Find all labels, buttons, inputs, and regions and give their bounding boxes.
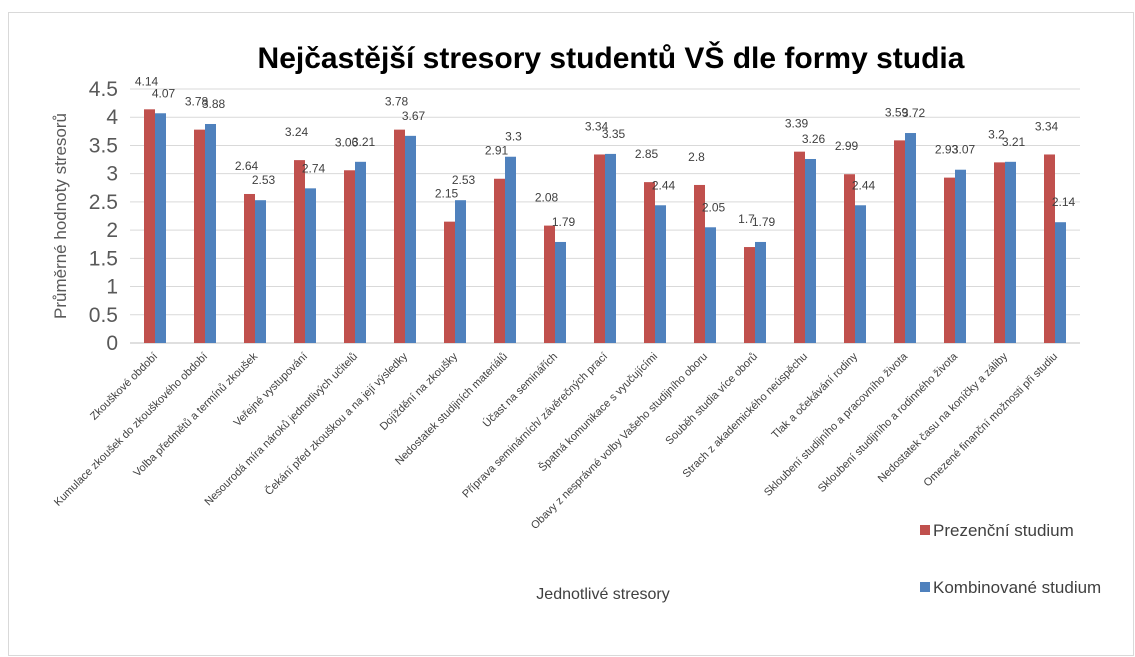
legend-label: Prezenční studium — [933, 521, 1074, 540]
bar — [394, 129, 405, 343]
value-label: 3.24 — [285, 125, 309, 139]
bar — [544, 225, 555, 343]
bar — [144, 109, 155, 343]
bar — [455, 200, 466, 343]
bar — [605, 153, 616, 343]
value-label: 2.53 — [452, 173, 476, 187]
y-tick-label: 2.5 — [89, 191, 118, 214]
bar — [894, 140, 905, 343]
chart-title: Nejčastější stresory studentů VŠ dle for… — [258, 41, 965, 75]
bar — [194, 129, 205, 343]
y-tick-label: 2 — [106, 219, 118, 242]
bar — [744, 247, 755, 343]
bar — [1005, 161, 1016, 343]
value-label: 3.34 — [585, 119, 609, 133]
value-label: 2.44 — [852, 178, 876, 192]
value-label: 3.78 — [385, 95, 409, 109]
value-label: 2.53 — [252, 173, 276, 187]
bar — [805, 158, 816, 343]
bar — [344, 170, 355, 343]
value-label: 3.21 — [352, 135, 376, 149]
bar — [155, 113, 166, 343]
bar — [205, 123, 216, 344]
value-label: 1.7 — [738, 212, 755, 226]
bar — [855, 205, 866, 343]
bar — [955, 169, 966, 343]
value-label: 3.35 — [602, 127, 626, 141]
bar — [794, 151, 805, 343]
value-label: 2.8 — [688, 150, 705, 164]
bar — [255, 200, 266, 343]
bar — [1055, 222, 1066, 343]
value-label: 3.72 — [902, 106, 926, 120]
bar — [1044, 154, 1055, 343]
value-label: 2.99 — [835, 139, 859, 153]
value-label: 1.79 — [752, 215, 776, 229]
bar — [644, 182, 655, 343]
value-label: 3.21 — [1002, 135, 1026, 149]
value-label: 3.67 — [402, 109, 426, 123]
y-tick-label: 4.5 — [89, 78, 118, 101]
bar — [244, 193, 255, 343]
y-tick-label: 1 — [106, 276, 118, 299]
y-tick-label: 1.5 — [89, 247, 118, 270]
value-label: 1.79 — [552, 215, 576, 229]
bar — [705, 227, 716, 343]
value-label: 2.91 — [485, 144, 509, 158]
value-label: 3.07 — [952, 143, 976, 157]
y-tick-label: 4 — [106, 106, 118, 129]
value-label: 2.05 — [702, 200, 726, 214]
legend-swatch — [920, 582, 930, 592]
y-tick-label: 0 — [106, 332, 118, 355]
value-label: 3.78 — [185, 95, 209, 109]
bar — [844, 174, 855, 343]
bar — [305, 188, 316, 343]
bar — [405, 135, 416, 343]
bar — [555, 241, 566, 343]
value-label: 4.07 — [152, 86, 176, 100]
value-label: 3.2 — [988, 127, 1005, 141]
value-label: 3.06 — [335, 135, 359, 149]
x-axis-title: Jednotlivé stresory — [536, 586, 669, 603]
value-label: 3.39 — [785, 117, 809, 131]
value-label: 3.59 — [885, 105, 909, 119]
y-tick-label: 3 — [106, 163, 118, 186]
value-label: 2.74 — [302, 161, 326, 175]
value-label: 2.15 — [435, 187, 459, 201]
bar — [905, 133, 916, 343]
bar — [355, 161, 366, 343]
value-label: 3.34 — [1035, 119, 1059, 133]
bar — [294, 160, 305, 343]
legend-swatch — [920, 525, 930, 535]
value-label: 2.44 — [652, 178, 676, 192]
bar — [505, 156, 516, 343]
bar — [755, 241, 766, 343]
bar — [494, 178, 505, 343]
value-label: 2.85 — [635, 147, 659, 161]
value-label: 2.64 — [235, 159, 259, 173]
bar — [655, 205, 666, 343]
bar — [594, 154, 605, 343]
value-label: 2.08 — [535, 191, 559, 205]
y-axis-title: Průměrné hodnoty stresorů — [51, 113, 70, 319]
bar — [444, 221, 455, 343]
value-label: 3.26 — [802, 132, 826, 146]
bar — [944, 177, 955, 343]
value-label: 3.88 — [202, 97, 226, 111]
y-tick-label: 3.5 — [89, 134, 118, 157]
value-label: 2.93 — [935, 143, 959, 157]
y-tick-label: 0.5 — [89, 304, 118, 327]
value-label: 4.14 — [135, 74, 159, 88]
legend-label: Kombinované studium — [933, 578, 1101, 597]
value-label: 2.14 — [1052, 195, 1076, 209]
bar — [994, 162, 1005, 343]
value-label: 3.3 — [505, 130, 522, 144]
bar — [694, 184, 705, 343]
